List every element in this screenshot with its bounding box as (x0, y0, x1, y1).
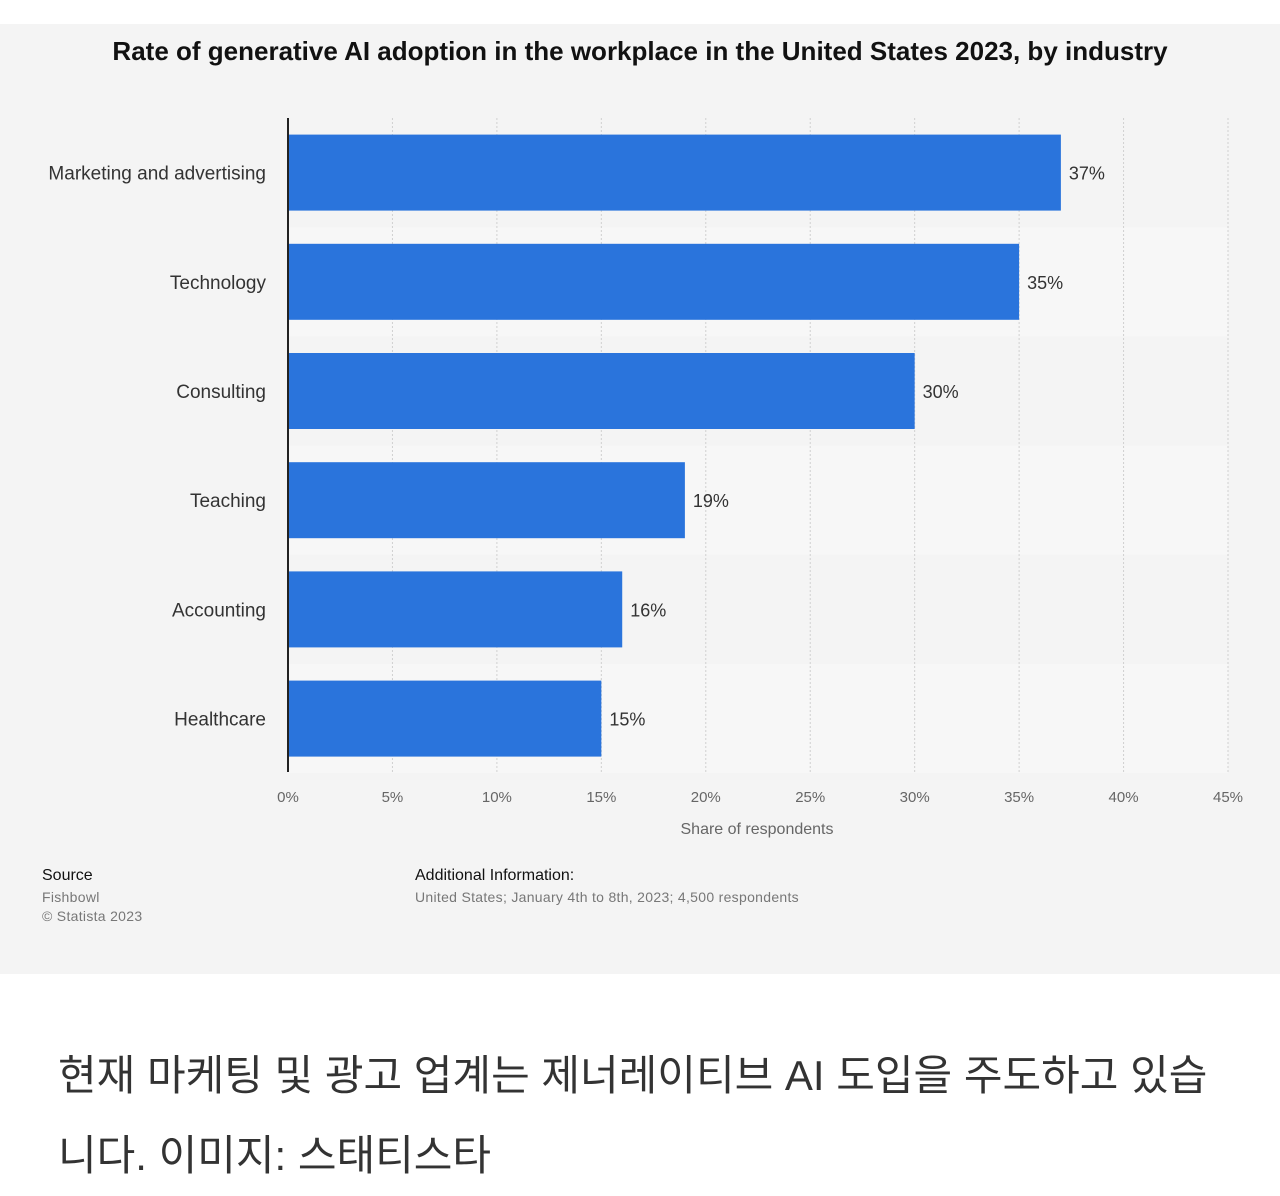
source-copyright: © Statista 2023 (42, 908, 143, 924)
value-label: 35% (1027, 273, 1063, 293)
value-label: 30% (923, 382, 959, 402)
x-tick-label: 10% (482, 789, 512, 806)
additional-info-heading: Additional Information: (415, 867, 575, 884)
chart-card: Rate of generative AI adoption in the wo… (0, 24, 1280, 974)
value-label: 19% (693, 491, 729, 511)
source-name: Fishbowl (42, 889, 100, 905)
bar-consulting (288, 353, 915, 429)
category-label: Teaching (190, 491, 266, 512)
x-tick-label: 25% (795, 789, 825, 806)
x-tick-label: 5% (382, 789, 404, 806)
x-tick-label: 0% (277, 789, 299, 806)
value-label: 37% (1069, 164, 1105, 184)
source-heading: Source (42, 867, 93, 884)
gridlines (391, 118, 1229, 774)
category-label: Marketing and advertising (48, 164, 266, 185)
value-label: 15% (609, 710, 645, 730)
source-block: Source Fishbowl © Statista 2023 (42, 867, 142, 927)
bar-marketing-and-advertising (288, 134, 1061, 211)
x-tick-label: 20% (691, 789, 721, 806)
labels: 0% 5% 10% 15% 20% 25% 30% 35% 40% 45% Marketing an… (48, 164, 1243, 806)
category-label: Technology (170, 273, 267, 294)
bar-accounting (288, 571, 623, 648)
category-label: Accounting (172, 600, 266, 621)
x-tick-label: 45% (1213, 789, 1243, 806)
value-label: 16% (630, 600, 666, 620)
x-axis-title: Share of respondents (681, 821, 834, 838)
bar-chart: 0% 5% 10% 15% 20% 25% 30% 35% 40% 45% Marketing an… (48, 118, 1243, 838)
additional-info-block: Additional Information: United States; J… (415, 867, 799, 908)
bar-teaching (288, 462, 685, 539)
chart-title: Rate of generative AI adoption in the wo… (112, 36, 1168, 66)
x-tick-label: 30% (900, 789, 930, 806)
image-caption: 현재 마케팅 및 광고 업계는 제너레이티브 AI 도입을 주도하고 있습니다.… (58, 1052, 1208, 1179)
category-label: Consulting (176, 382, 266, 403)
bars (288, 134, 1061, 757)
x-tick-label: 40% (1109, 789, 1139, 806)
bar-technology (288, 243, 1020, 320)
x-tick-label: 15% (586, 789, 616, 806)
bar-healthcare (288, 680, 602, 757)
x-tick-label: 35% (1004, 789, 1034, 806)
category-label: Healthcare (174, 710, 266, 731)
additional-info-text: United States; January 4th to 8th, 2023;… (415, 889, 799, 905)
